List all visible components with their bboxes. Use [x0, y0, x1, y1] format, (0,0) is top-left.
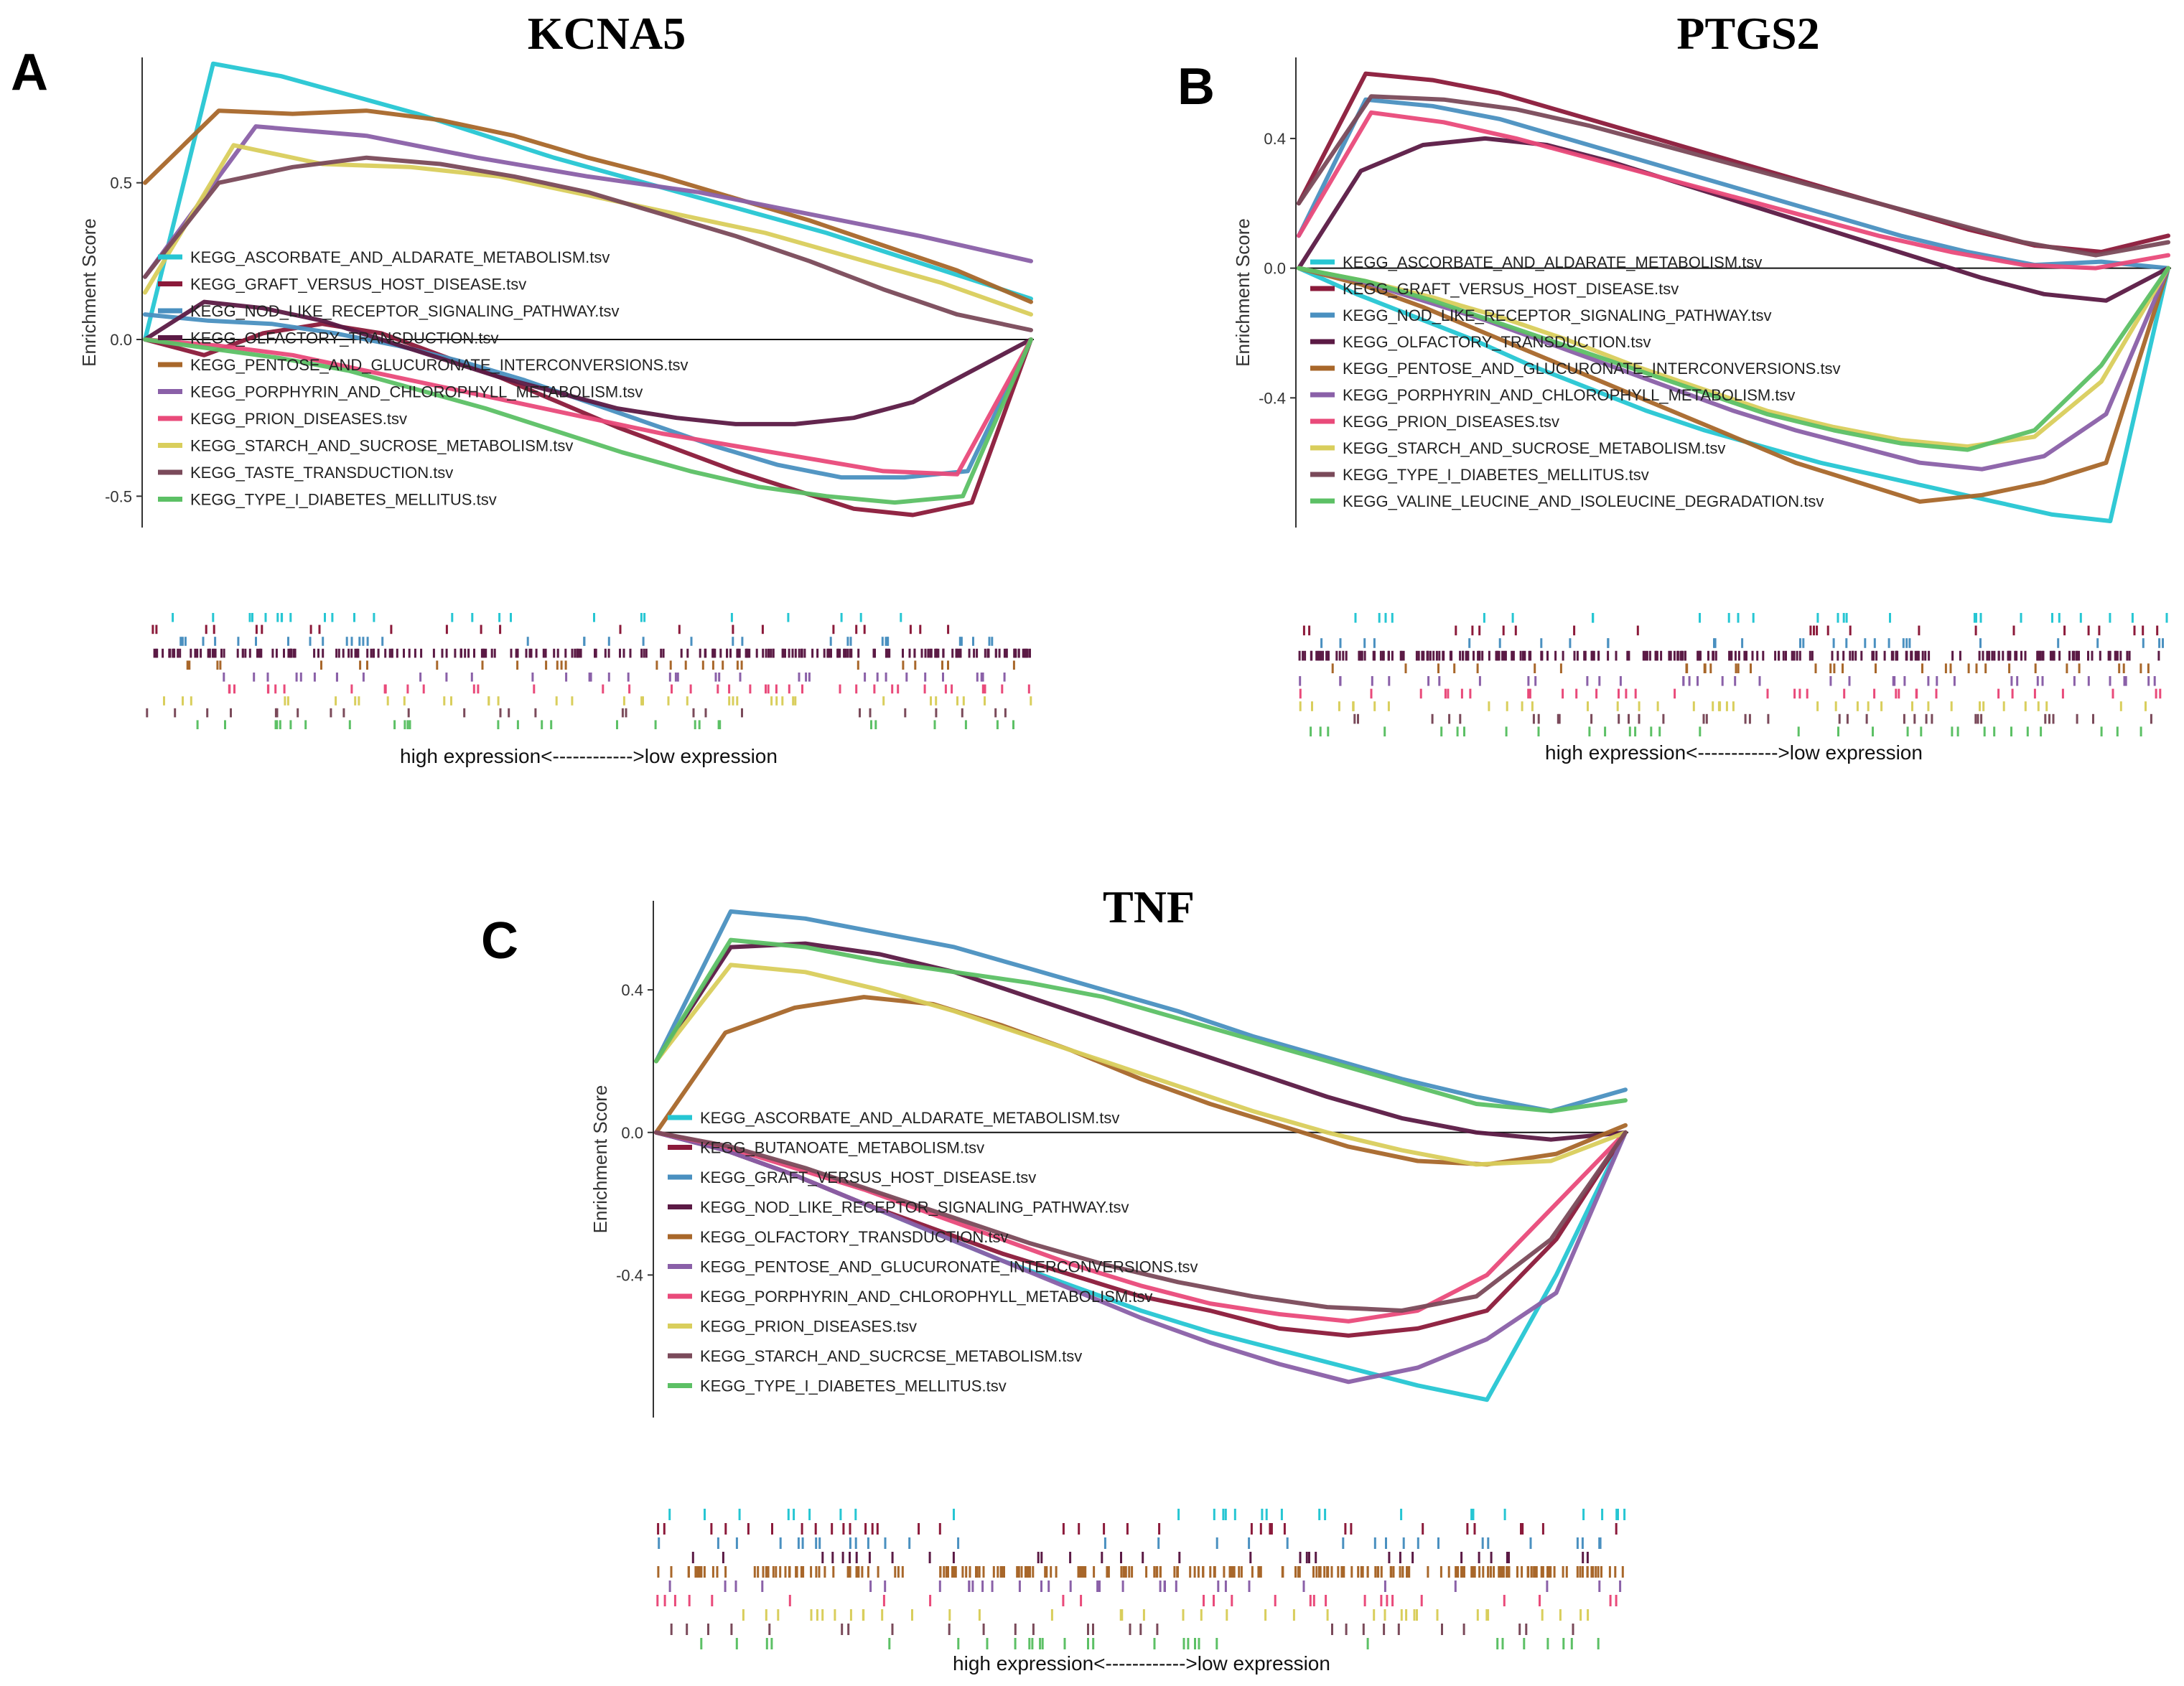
- series-line: [143, 337, 1033, 477]
- legend: KEGG_ASCORBATE_AND_ALDARATE_METABOLISM.t…: [668, 1109, 1198, 1395]
- x-axis-label: high expression<------------>low express…: [953, 1652, 1330, 1675]
- series-line: [1297, 136, 2170, 303]
- series-line: [654, 1130, 1628, 1324]
- panel-title: KCNA5: [528, 8, 686, 59]
- legend-label: KEGG_NOD_LIKE_RECEPTOR_SIGNALING_PATHWAY…: [700, 1199, 1129, 1217]
- series-line: [143, 61, 1033, 342]
- legend-label: KEGG_GRAFT_VERSUS_HOST_DISEASE.tsv: [190, 276, 526, 294]
- series-line: [143, 337, 1033, 505]
- legend-label: KEGG_PENTOSE_AND_GLUCURONATE_INTERCONVER…: [1343, 360, 1841, 378]
- legend-label: KEGG_NOD_LIKE_RECEPTOR_SIGNALING_PATHWAY…: [190, 302, 619, 320]
- y-tick-label: 0.4: [621, 981, 643, 999]
- rug-plot: [656, 1509, 1626, 1649]
- series-line: [654, 1130, 1628, 1385]
- series-line: [143, 155, 1033, 332]
- legend-label: KEGG_NOD_LIKE_RECEPTOR_SIGNALING_PATHWAY…: [1343, 306, 1771, 324]
- legend-label: KEGG_GRAFT_VERSUS_HOST_DISEASE.tsv: [700, 1169, 1036, 1186]
- series-line: [654, 937, 1628, 1113]
- legend-label: KEGG_ASCORBATE_AND_ALDARATE_METABOLISM.t…: [190, 248, 610, 266]
- y-axis-label: Enrichment Score: [589, 1085, 611, 1234]
- series-line: [1297, 266, 2170, 504]
- panel-letter: A: [11, 44, 48, 101]
- series-line: [654, 941, 1628, 1142]
- y-tick-label: 0.0: [1264, 260, 1286, 278]
- y-tick-label: -0.4: [1259, 389, 1286, 407]
- legend-label: KEGG_PORPHYRIN_AND_CHLOROPHYLL_METABOLIS…: [190, 383, 643, 401]
- y-tick-label: 0.0: [621, 1124, 643, 1142]
- series-line: [143, 143, 1033, 317]
- legend-label: KEGG_OLFACTORY_TRANSDUCTION.tsv: [190, 329, 499, 347]
- y-tick-label: -0.4: [616, 1266, 643, 1284]
- legend-label: KEGG_PENTOSE_AND_GLUCURONATE_INTERCONVER…: [700, 1258, 1198, 1276]
- panel-letter: B: [1177, 58, 1215, 116]
- legend-label: KEGG_TYPE_I_DIABETES_MELLITUS.tsv: [190, 491, 497, 509]
- legend-label: KEGG_OLFACTORY_TRANSDUCTION.tsv: [1343, 333, 1651, 351]
- panel-letter: C: [481, 912, 518, 970]
- legend-label: KEGG_STARCH_AND_SUCROSE_METABOLISM.tsv: [190, 437, 573, 455]
- series-line: [654, 1130, 1628, 1313]
- legend-label: KEGG_VALINE_LEUCINE_AND_ISOLEUCINE_DEGRA…: [1343, 492, 1824, 510]
- legend-label: KEGG_STARCH_AND_SUCRCSE_METABOLISM.tsv: [700, 1347, 1082, 1365]
- legend-label: KEGG_PENTOSE_AND_GLUCURONATE_INTERCONVER…: [190, 356, 689, 374]
- legend-label: KEGG_TYPE_I_DIABETES_MELLITUS.tsv: [1343, 466, 1649, 484]
- legend-label: KEGG_PRION_DISEASES.tsv: [190, 410, 407, 428]
- x-axis-label: high expression<------------>low express…: [400, 745, 778, 767]
- series-line: [1297, 266, 2170, 452]
- panel-title: PTGS2: [1676, 8, 1819, 59]
- series-line: [143, 124, 1033, 279]
- y-tick-label: 0.4: [1264, 130, 1286, 148]
- legend: KEGG_ASCORBATE_AND_ALDARATE_METABOLISM.t…: [1310, 253, 1841, 510]
- legend-label: KEGG_PORPHYRIN_AND_CHLOROPHYLL_METABOLIS…: [700, 1288, 1152, 1306]
- y-axis-label: Enrichment Score: [78, 218, 100, 367]
- legend-label: KEGG_GRAFT_VERSUS_HOST_DISEASE.tsv: [1343, 280, 1679, 298]
- panel-a: A KCNA5 0.5 0.0 -0.5 Enrichment Score KEGG_ASC…: [11, 8, 1034, 767]
- y-axis-label: Enrichment Score: [1232, 218, 1254, 367]
- legend-label: KEGG_PORPHYRIN_AND_CHLOROPHYLL_METABOLIS…: [1343, 386, 1795, 404]
- legend-label: KEGG_BUTANOATE_METABOLISM.tsv: [700, 1139, 984, 1157]
- rug-plot: [1298, 613, 2168, 736]
- legend-label: KEGG_ASCORBATE_AND_ALDARATE_METABOLISM.t…: [1343, 253, 1762, 271]
- legend-label: KEGG_TYPE_I_DIABETES_MELLITUS.tsv: [700, 1377, 1007, 1395]
- legend-label: KEGG_ASCORBATE_AND_ALDARATE_METABOLISM.t…: [700, 1109, 1119, 1127]
- series-line: [654, 963, 1628, 1167]
- legend: KEGG_ASCORBATE_AND_ALDARATE_METABOLISM.t…: [158, 248, 689, 509]
- series-line: [143, 299, 1033, 426]
- x-axis-label: high expression<------------>low express…: [1545, 741, 1923, 764]
- y-tick-label: 0.5: [110, 174, 132, 192]
- series-line: [1297, 266, 2170, 472]
- legend-label: KEGG_STARCH_AND_SUCROSE_METABOLISM.tsv: [1343, 439, 1725, 457]
- series-line: [1297, 266, 2170, 449]
- panel-title: TNF: [1103, 881, 1195, 932]
- panel-c: C TNF 0.4 0.0 -0.4 Enrichment Score KEGG_ASCOR…: [481, 881, 1628, 1675]
- rug-plot: [146, 613, 1032, 729]
- panel-b: B PTGS2 0.4 0.0 -0.4 Enrichment Score KEGG_ASC…: [1177, 8, 2171, 764]
- series-line: [143, 108, 1033, 304]
- series-line: [654, 909, 1628, 1113]
- legend-label: KEGG_TASTE_TRANSDUCTION.tsv: [190, 464, 453, 482]
- legend-label: KEGG_PRION_DISEASES.tsv: [1343, 413, 1559, 431]
- y-tick-label: 0.0: [110, 331, 132, 349]
- legend-label: KEGG_OLFACTORY_TRANSDUCTION.tsv: [700, 1228, 1009, 1246]
- series-line: [1297, 94, 2170, 258]
- y-tick-label: -0.5: [105, 487, 132, 505]
- series-line: [1297, 110, 2170, 271]
- legend-label: KEGG_PRION_DISEASES.tsv: [700, 1318, 917, 1336]
